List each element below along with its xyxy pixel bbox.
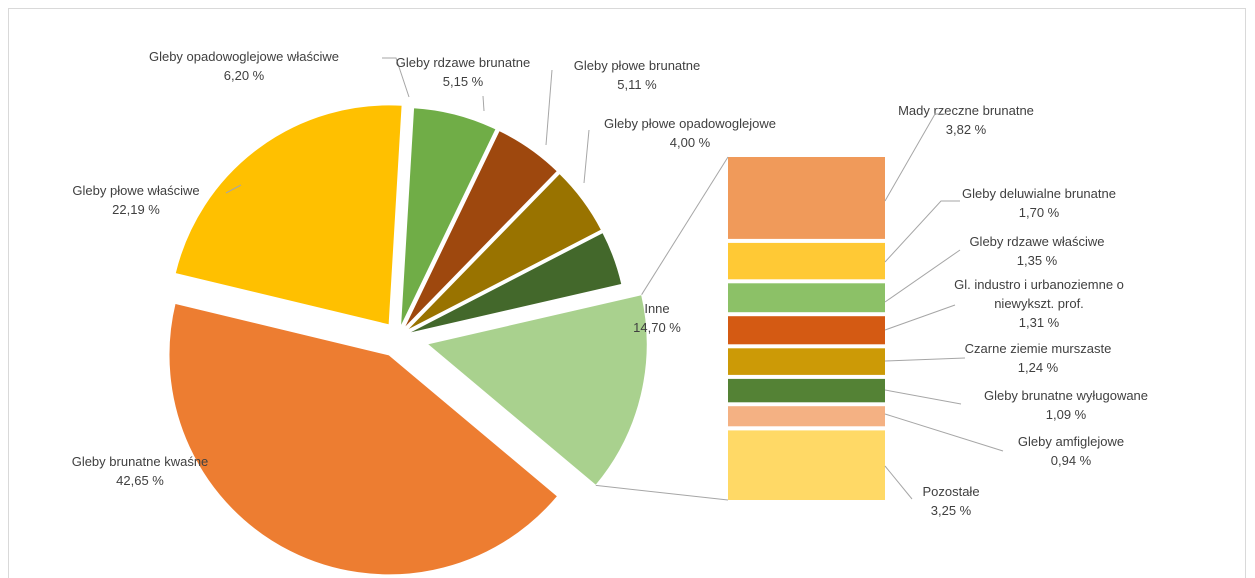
leader-line-gleby-deluwialne-brunatne	[884, 200, 960, 263]
bar-label-gleby-deluwialne-brunatne: Gleby deluwialne brunatne 1,70 %	[962, 186, 1116, 220]
leader-line-gleby-plowe-opadowoglejowe	[583, 129, 590, 184]
bar-label-mady-rzeczne-brunatne: Mady rzeczne brunatne 3,82 %	[898, 103, 1034, 137]
pie-slice-gleby-plowe-brunatne	[405, 172, 603, 332]
bar-segment-gl-industro-i-urbanoziemne-o-niewykszt-prof	[728, 316, 885, 345]
bar-label-czarne-ziemie-murszaste: Czarne ziemie murszaste 1,24 %	[965, 341, 1112, 375]
leader-line-czarne-ziemie-murszaste	[884, 357, 966, 362]
bar-segment-czarne-ziemie-murszaste	[728, 348, 885, 375]
pie-slice-inne	[426, 294, 648, 487]
leader-line-pozostale	[884, 465, 913, 500]
leader-line-gleby-rdzawe-brunatne	[482, 95, 485, 112]
pie-slice-gleby-plowe-opadowoglejowe	[407, 231, 623, 335]
pie-slice-gleby-brunatne-kwasne	[168, 302, 559, 576]
bar-segment-gleby-brunatne-wylugowane	[728, 378, 885, 403]
bar-segment-pozostale	[728, 430, 885, 500]
bar-label-gleby-amfiglejowe: Gleby amfiglejowe 0,94 %	[1018, 434, 1124, 468]
bar-label-gleby-brunatne-wylugowane: Gleby brunatne wyługowane 1,09 %	[984, 388, 1148, 422]
bar-label-pozostale: Pozostałe 3,25 %	[922, 484, 979, 518]
leader-line-gleby-rdzawe-wlasciwe	[884, 249, 961, 303]
connector-line-top	[641, 156, 729, 295]
leader-line-gleby-amfiglejowe	[884, 413, 1004, 452]
pie-label-gleby-rdzawe-brunatne: Gleby rdzawe brunatne 5,15 %	[396, 55, 530, 89]
bar-label-gleby-rdzawe-wlasciwe: Gleby rdzawe właściwe 1,35 %	[969, 234, 1104, 268]
pie-label-gleby-plowe-brunatne: Gleby płowe brunatne 5,11 %	[574, 58, 700, 92]
bar-segment-mady-rzeczne-brunatne	[728, 157, 885, 239]
pie-slice-gleby-plowe-wlasciwe	[174, 104, 403, 326]
bar-segment-gleby-deluwialne-brunatne	[728, 242, 885, 280]
pie-label-gleby-opadowoglejowe-wlasciwe: Gleby opadowoglejowe właściwe 6,20 %	[149, 49, 339, 83]
pie-label-gleby-plowe-opadowoglejowe: Gleby płowe opadowoglejowe 4,00 %	[604, 116, 776, 150]
pie-label-gleby-brunatne-kwasne: Gleby brunatne kwaśne 42,65 %	[72, 454, 209, 488]
pie-slice-gleby-opadowoglejowe-wlasciwe	[400, 107, 497, 328]
pie-slice-gleby-rdzawe-brunatne	[403, 129, 559, 330]
pie-label-gleby-plowe-wlasciwe: Gleby płowe właściwe 22,19 %	[72, 183, 199, 217]
leader-line-gleby-plowe-wlasciwe	[225, 184, 242, 194]
leader-line-gleby-brunatne-wylugowane	[884, 389, 962, 405]
bar-label-gl-industro-i-urbanoziemne-o-niewykszt-prof: Gl. industro i urbanoziemne o niewykszt. …	[954, 277, 1124, 330]
leader-line-mady-rzeczne-brunatne	[884, 113, 947, 202]
connector-line-bottom	[595, 484, 729, 501]
leader-line-gleby-plowe-brunatne	[545, 69, 553, 146]
pie-label-inne: Inne 14,70 %	[633, 301, 681, 335]
leader-line-gl-industro-i-urbanoziemne-o-niewykszt-prof	[884, 304, 956, 331]
bar-segment-gleby-rdzawe-wlasciwe	[728, 283, 885, 313]
leader-line-gleby-opadowoglejowe-wlasciwe	[382, 57, 410, 98]
bar-segment-gleby-amfiglejowe	[728, 406, 885, 427]
